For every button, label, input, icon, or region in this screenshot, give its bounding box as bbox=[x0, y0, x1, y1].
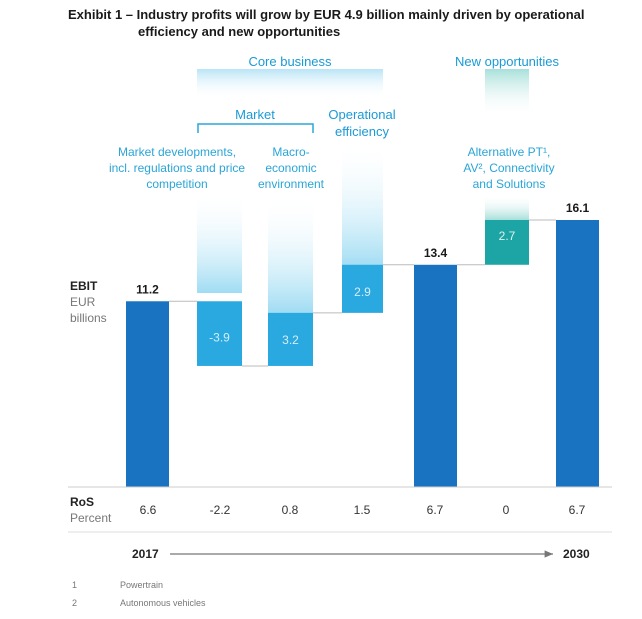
timeline-start: 2017 bbox=[132, 547, 159, 561]
new-opportunities-header: New opportunities bbox=[454, 54, 560, 69]
bar-5 bbox=[485, 220, 529, 265]
ros-value-3: 1.5 bbox=[354, 503, 371, 517]
footnote-2-text: Autonomous vehicles bbox=[120, 598, 206, 608]
macro-desc: Macro-economic environment bbox=[257, 145, 325, 191]
ros-values: 6.6 -2.2 0.8 1.5 6.7 0 6.7 bbox=[140, 503, 586, 517]
market-developments-desc: Market developments, incl. regulations a… bbox=[108, 145, 246, 191]
ros-value-2: 0.8 bbox=[282, 503, 299, 517]
macro-fade bbox=[268, 195, 313, 313]
footnote-1-text: Powertrain bbox=[120, 580, 164, 590]
bar-4 bbox=[414, 264, 457, 487]
ros-label: RoS Percent bbox=[70, 495, 112, 525]
ebit-label: EBIT EUR billions bbox=[70, 279, 107, 325]
value-label-1: -3.9 bbox=[209, 330, 230, 344]
value-label-6: 16.1 bbox=[566, 201, 590, 215]
core-business-band bbox=[197, 69, 383, 99]
operational-efficiency-header: Operational efficiency bbox=[328, 107, 396, 139]
value-labels: 11.2 -3.9 3.2 2.9 13.4 2.7 16.1 bbox=[136, 201, 589, 347]
value-label-5: 2.7 bbox=[499, 229, 516, 243]
market-bracket bbox=[197, 123, 314, 133]
bars bbox=[126, 220, 599, 487]
ros-value-5: 0 bbox=[503, 503, 510, 517]
footnote-2-num: 2 bbox=[72, 598, 78, 608]
market-dev-fade bbox=[197, 190, 242, 293]
value-label-4: 13.4 bbox=[424, 246, 448, 260]
market-header: Market bbox=[235, 107, 275, 122]
value-label-2: 3.2 bbox=[282, 333, 299, 347]
ros-value-1: -2.2 bbox=[210, 503, 231, 517]
bar-1 bbox=[197, 301, 242, 366]
new-opportunities-band bbox=[485, 69, 529, 117]
core-business-header: Core business bbox=[248, 54, 332, 69]
ros-value-0: 6.6 bbox=[140, 503, 157, 517]
ros-value-4: 6.7 bbox=[427, 503, 444, 517]
bar-3 bbox=[342, 264, 383, 313]
value-label-3: 2.9 bbox=[354, 285, 371, 299]
bar-6 bbox=[556, 220, 599, 487]
footnote-1-num: 1 bbox=[72, 580, 78, 590]
bar-2 bbox=[268, 312, 313, 366]
alternative-desc: Alternative PT¹, AV², Connectivity and S… bbox=[463, 145, 555, 191]
value-label-0: 11.2 bbox=[136, 282, 159, 296]
bar-0 bbox=[126, 301, 169, 487]
connector-lines bbox=[169, 219, 556, 367]
new-opp-fade bbox=[485, 195, 529, 221]
timeline-end: 2030 bbox=[563, 547, 590, 561]
chart-title: Exhibit 1 – Industry profits will grow b… bbox=[68, 7, 585, 39]
ros-value-6: 6.7 bbox=[569, 503, 586, 517]
operational-fade bbox=[342, 140, 383, 268]
